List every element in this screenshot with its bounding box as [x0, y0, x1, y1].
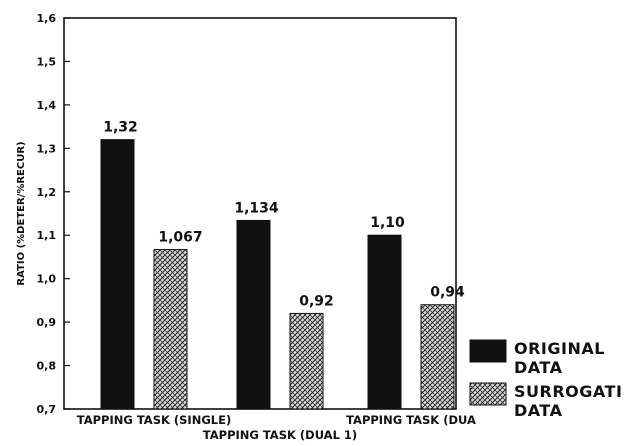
- y-tick-label: 1,3: [37, 142, 57, 155]
- data-label: 1,134: [234, 200, 279, 216]
- legend-swatch: [469, 339, 507, 363]
- legend-swatch: [469, 382, 507, 406]
- data-label: 0,92: [299, 293, 334, 309]
- bar-surrogate: [289, 312, 324, 410]
- bar-original: [236, 219, 271, 410]
- y-tick-label: 1,4: [37, 99, 57, 112]
- legend-label: DATA: [514, 358, 563, 377]
- data-label: 1,10: [370, 215, 405, 231]
- category-label: TAPPING TASK (SINGLE): [77, 413, 231, 427]
- legend-label: ORIGINAL: [514, 339, 605, 358]
- legend-label: DATA: [514, 401, 563, 420]
- bar-original: [100, 139, 135, 410]
- y-tick-label: 1,1: [37, 229, 57, 242]
- y-tick-label: 0,9: [37, 316, 57, 329]
- category-label: TAPPING TASK (DUA: [346, 413, 476, 427]
- y-tick-label: 0,8: [37, 360, 57, 373]
- y-tick-label: 1,6: [37, 12, 57, 25]
- bar-surrogate: [153, 249, 188, 410]
- data-label: 1,067: [158, 230, 202, 246]
- data-label: 1,32: [103, 120, 138, 136]
- data-label: 0,94: [430, 285, 465, 301]
- bar-original: [367, 234, 402, 410]
- legend-label: SURROGATI: [514, 382, 622, 401]
- y-axis-title: RATIO (%DETER/%RECUR): [16, 141, 27, 285]
- category-label: TAPPING TASK (DUAL 1): [203, 428, 357, 442]
- y-tick-label: 0,7: [37, 403, 57, 416]
- y-tick-label: 1,2: [37, 186, 57, 199]
- bar-surrogate: [420, 304, 455, 410]
- y-tick-label: 1,5: [37, 55, 57, 68]
- y-tick-label: 1,0: [37, 273, 57, 286]
